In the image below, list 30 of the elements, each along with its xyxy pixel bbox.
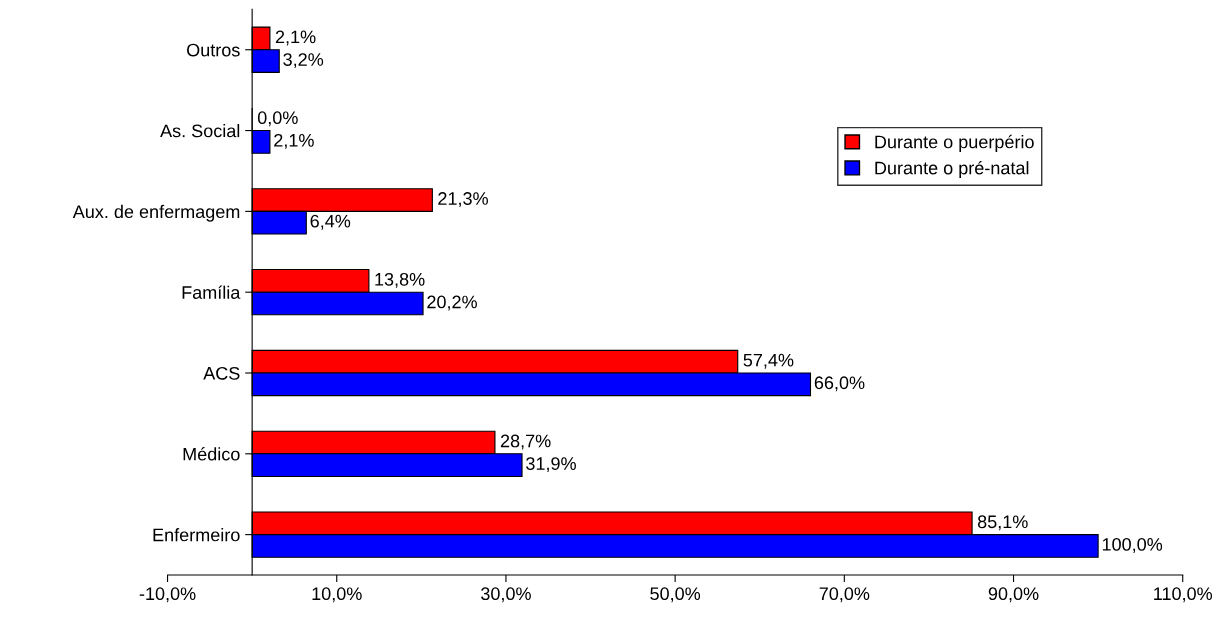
legend-label: Durante o puerpério: [875, 134, 1034, 152]
x-tick-label: 50,0%: [650, 587, 701, 603]
data-label: 2,1%: [274, 133, 314, 149]
y-tick-label: As. Social: [160, 124, 240, 138]
legend-label: Durante o pré-natal: [875, 160, 1029, 178]
data-label: 28,7%: [500, 434, 551, 450]
y-tick-label: Aux. de enfermagem: [72, 204, 240, 222]
y-tick-label: ACS: [203, 366, 240, 380]
data-label: 2,1%: [275, 30, 316, 46]
data-label: 3,2%: [283, 53, 324, 69]
data-label: 57,4%: [743, 353, 794, 369]
x-tick-label: 70,0%: [819, 587, 870, 603]
x-tick-label: 110,0%: [1154, 587, 1213, 603]
x-tick-label: -10,0%: [139, 587, 196, 603]
y-tick-label: Outros: [187, 43, 240, 57]
data-label: 0,0%: [257, 111, 298, 127]
data-label: 31,9%: [526, 457, 576, 473]
x-tick-label: 30,0%: [481, 587, 531, 603]
y-tick-label: Enfermeiro: [153, 528, 240, 542]
data-label: 20,2%: [427, 295, 477, 311]
data-label: 85,1%: [977, 515, 1028, 531]
data-label: 13,8%: [375, 272, 425, 288]
y-tick-label: Médico: [183, 447, 240, 461]
y-tick-label: Família: [182, 285, 241, 299]
x-tick-label: 10,0%: [312, 587, 362, 603]
x-tick-label: 90,0%: [988, 587, 1039, 603]
data-label: 21,3%: [438, 192, 488, 208]
data-label: 6,4%: [310, 214, 351, 230]
data-label: 100,0%: [1102, 538, 1163, 553]
data-label: 66,0%: [814, 376, 865, 392]
